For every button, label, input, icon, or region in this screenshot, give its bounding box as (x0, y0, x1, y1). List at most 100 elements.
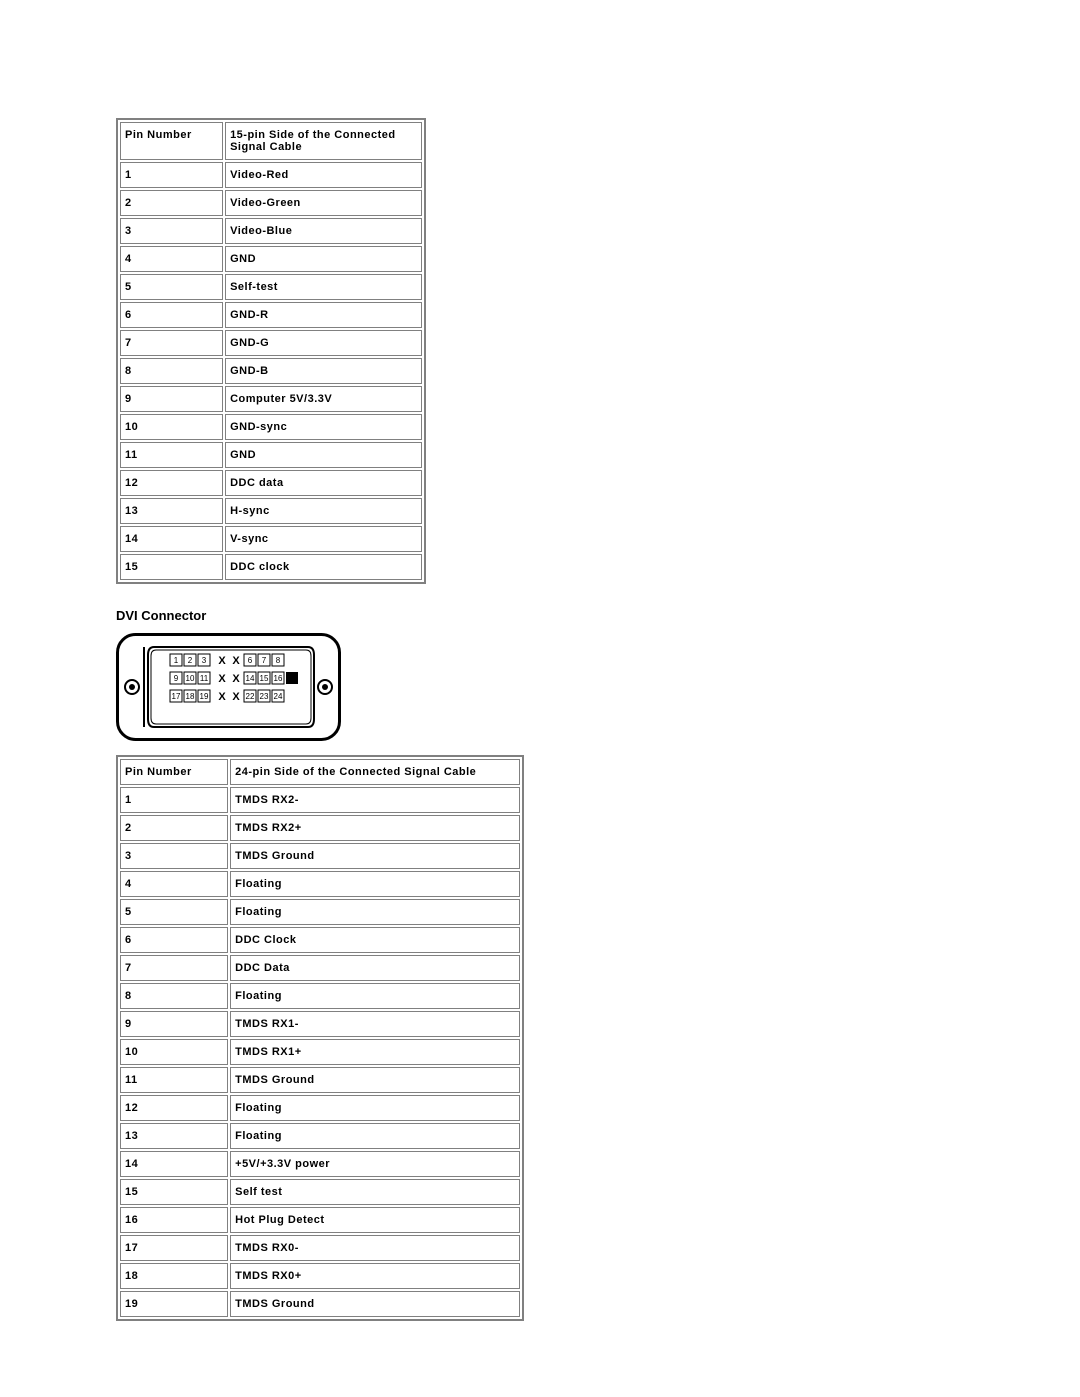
table-row: 7GND-G (120, 330, 422, 356)
page: Pin Number 15-pin Side of the Connected … (0, 0, 716, 1321)
cell-signal: Video-Green (225, 190, 422, 216)
svg-text:X: X (232, 691, 240, 703)
svg-text:19: 19 (200, 692, 209, 701)
table-row: 14V-sync (120, 526, 422, 552)
table-row: 1TMDS RX2- (120, 787, 520, 813)
cell-pin: 8 (120, 358, 223, 384)
cell-signal: H-sync (225, 498, 422, 524)
cell-pin: 6 (120, 302, 223, 328)
cell-signal: TMDS RX0+ (230, 1263, 520, 1289)
cell-signal: Floating (230, 899, 520, 925)
cell-signal: Video-Red (225, 162, 422, 188)
svg-text:10: 10 (186, 674, 195, 683)
table-row: 1Video-Red (120, 162, 422, 188)
table-row: 10GND-sync (120, 414, 422, 440)
table-row: 15DDC clock (120, 554, 422, 580)
svg-text:8: 8 (276, 656, 281, 665)
table-row: 16Hot Plug Detect (120, 1207, 520, 1233)
cell-signal: V-sync (225, 526, 422, 552)
table-row: 12DDC data (120, 470, 422, 496)
svg-text:18: 18 (186, 692, 195, 701)
cell-signal: TMDS RX1+ (230, 1039, 520, 1065)
cell-pin: 4 (120, 871, 228, 897)
svg-text:23: 23 (260, 692, 269, 701)
cell-pin: 4 (120, 246, 223, 272)
svg-text:X: X (232, 673, 240, 685)
cell-pin: 7 (120, 330, 223, 356)
cell-signal: +5V/+3.3V power (230, 1151, 520, 1177)
table-row: 8GND-B (120, 358, 422, 384)
section-heading-dvi: DVI Connector (116, 608, 716, 623)
cell-signal: TMDS Ground (230, 1291, 520, 1317)
svg-text:X: X (218, 673, 226, 685)
svg-text:X: X (218, 655, 226, 667)
cell-pin: 13 (120, 498, 223, 524)
table-row: 11GND (120, 442, 422, 468)
table-row: 3TMDS Ground (120, 843, 520, 869)
cell-pin: 2 (120, 190, 223, 216)
cell-pin: 19 (120, 1291, 228, 1317)
table-row: 7DDC Data (120, 955, 520, 981)
cell-signal: Self test (230, 1179, 520, 1205)
svg-text:14: 14 (246, 674, 255, 683)
table-row: 14+5V/+3.3V power (120, 1151, 520, 1177)
cell-pin: 1 (120, 787, 228, 813)
svg-text:11: 11 (200, 674, 209, 683)
table-row: 12Floating (120, 1095, 520, 1121)
header-pin: Pin Number (120, 122, 223, 160)
cell-pin: 10 (120, 1039, 228, 1065)
cell-pin: 8 (120, 983, 228, 1009)
svg-text:17: 17 (172, 692, 181, 701)
cell-signal: DDC Data (230, 955, 520, 981)
svg-text:6: 6 (248, 656, 253, 665)
cell-pin: 5 (120, 274, 223, 300)
cell-signal: Computer 5V/3.3V (225, 386, 422, 412)
cell-signal: Video-Blue (225, 218, 422, 244)
table-row: 2Video-Green (120, 190, 422, 216)
cell-signal: TMDS RX1- (230, 1011, 520, 1037)
cell-signal: DDC Clock (230, 927, 520, 953)
cell-signal: TMDS RX2+ (230, 815, 520, 841)
cell-signal: TMDS RX0- (230, 1235, 520, 1261)
cell-pin: 15 (120, 1179, 228, 1205)
cell-pin: 11 (120, 1067, 228, 1093)
svg-text:2: 2 (188, 656, 193, 665)
cell-signal: GND (225, 246, 422, 272)
cell-pin: 12 (120, 1095, 228, 1121)
svg-text:9: 9 (174, 674, 179, 683)
svg-text:3: 3 (202, 656, 207, 665)
cell-pin: 10 (120, 414, 223, 440)
header-pin: Pin Number (120, 759, 228, 785)
cell-pin: 17 (120, 1235, 228, 1261)
svg-text:7: 7 (262, 656, 267, 665)
cell-signal: Hot Plug Detect (230, 1207, 520, 1233)
cell-signal: TMDS RX2- (230, 787, 520, 813)
table-row: 13Floating (120, 1123, 520, 1149)
table-row: 9Computer 5V/3.3V (120, 386, 422, 412)
cell-pin: 12 (120, 470, 223, 496)
cell-pin: 14 (120, 526, 223, 552)
table-row: 17TMDS RX0- (120, 1235, 520, 1261)
cell-signal: Floating (230, 1123, 520, 1149)
table-row: 9TMDS RX1- (120, 1011, 520, 1037)
table-row: 11TMDS Ground (120, 1067, 520, 1093)
svg-text:16: 16 (274, 674, 283, 683)
svg-text:15: 15 (260, 674, 269, 683)
svg-text:X: X (218, 691, 226, 703)
table-row: 8Floating (120, 983, 520, 1009)
table-row: 19TMDS Ground (120, 1291, 520, 1317)
cell-pin: 15 (120, 554, 223, 580)
table-row: 4Floating (120, 871, 520, 897)
cell-pin: 9 (120, 1011, 228, 1037)
cell-pin: 9 (120, 386, 223, 412)
cell-signal: GND-B (225, 358, 422, 384)
dvi-connector-diagram: 123XX67891011XX141516171819XX222324 (116, 633, 716, 741)
cell-signal: Self-test (225, 274, 422, 300)
header-signal: 15-pin Side of the Connected Signal Cabl… (225, 122, 422, 160)
svg-text:24: 24 (274, 692, 283, 701)
vga-pinout-table: Pin Number 15-pin Side of the Connected … (116, 118, 426, 584)
cell-signal: GND-sync (225, 414, 422, 440)
cell-signal: GND-G (225, 330, 422, 356)
table-row: 4GND (120, 246, 422, 272)
cell-signal: Floating (230, 983, 520, 1009)
